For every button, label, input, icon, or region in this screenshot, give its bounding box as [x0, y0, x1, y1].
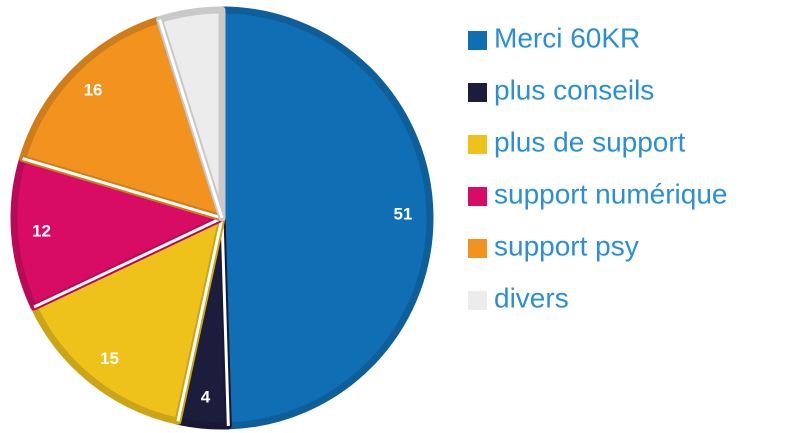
slice-gap — [33, 216, 223, 309]
slice-gap — [158, 19, 224, 219]
data-label: 51 — [393, 205, 412, 224]
legend-swatch — [468, 187, 487, 206]
data-label: 12 — [32, 221, 51, 240]
data-label: 16 — [84, 81, 103, 100]
legend-swatch — [468, 135, 487, 154]
slice-gap — [220, 217, 230, 426]
legend-label: Merci 60KR — [494, 22, 640, 53]
legend-swatch — [468, 31, 487, 50]
slice-gap — [176, 217, 224, 422]
pie-slice — [10, 155, 226, 311]
legend-label: divers — [494, 282, 569, 313]
data-label: 15 — [100, 349, 119, 368]
data-label: 4 — [201, 388, 211, 407]
legend-swatch — [468, 291, 487, 310]
legend-swatch — [468, 83, 487, 102]
legend-label: plus de support — [494, 126, 686, 157]
legend-label: support psy — [494, 230, 639, 261]
slice-gap — [22, 157, 223, 220]
pie-slice — [30, 214, 226, 425]
legend-swatch — [468, 239, 487, 258]
pie-slice — [218, 6, 434, 430]
legend-label: plus conseils — [494, 74, 654, 105]
legend-label: support numérique — [494, 178, 727, 209]
